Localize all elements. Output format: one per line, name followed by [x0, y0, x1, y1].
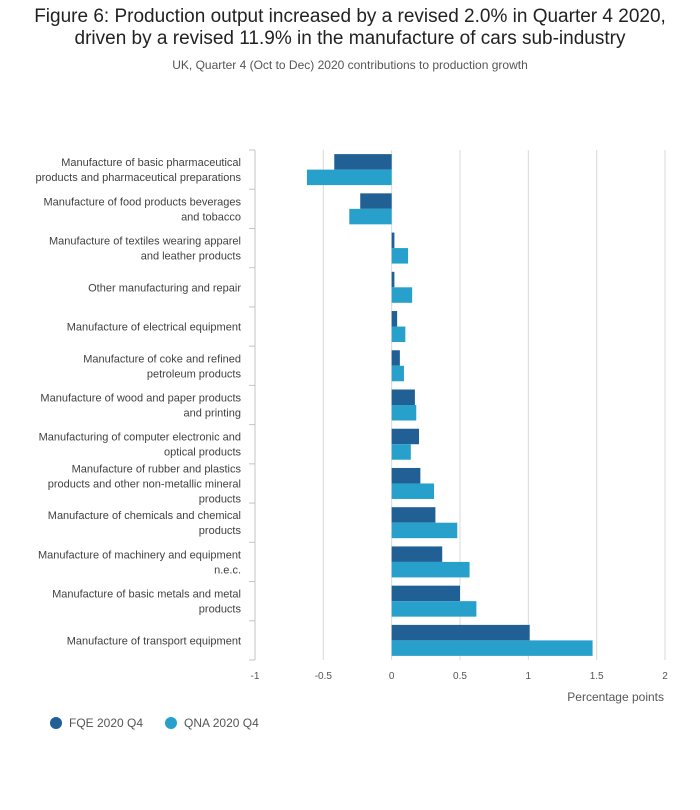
category-label: Manufacture of coke and refined petroleum… [83, 353, 241, 380]
category-label-line: Manufacture of basic metals and metal [52, 589, 241, 601]
category-label-line: Manufacture of machinery and equipment [38, 549, 241, 561]
category-labels: Manufacture of basic pharmaceutical produ… [36, 157, 242, 647]
bar-qna[interactable] [391, 601, 477, 617]
bar-qna[interactable] [391, 248, 409, 264]
chart-title-line-1: Figure 6: Production output increased by… [34, 6, 666, 27]
category-label-line: optical products [164, 447, 242, 459]
bar-qna[interactable] [391, 405, 417, 421]
legend-marker-fqe [50, 717, 62, 729]
category-label: Manufacture of textiles wearing apparel a… [49, 236, 241, 263]
bar-qna[interactable] [391, 444, 411, 460]
bar-qna[interactable] [391, 522, 458, 539]
bar-qna[interactable] [391, 483, 435, 499]
category-label-line: Manufacture of chemicals and chemical [48, 510, 241, 522]
bar-qna[interactable] [349, 208, 392, 225]
category-label-line: Manufacture of rubber and plastics [72, 463, 242, 475]
bar-fqe[interactable] [360, 193, 392, 209]
category-label-line: products [199, 493, 242, 505]
category-label-line: products [199, 604, 242, 616]
category-label: Manufacturing of computer electronic and… [39, 432, 242, 459]
x-tick-label: 0 [389, 671, 395, 682]
x-tick-label: 0.5 [453, 671, 467, 682]
category-label: Manufacture of rubber and plastics produc… [48, 463, 242, 505]
x-tick-label: -1 [251, 671, 260, 682]
bar-fqe[interactable] [391, 232, 395, 249]
category-label: Other manufacturing and repair [88, 282, 241, 294]
bar-fqe[interactable] [391, 389, 415, 406]
category-label: Manufacture of chemicals and chemical pro… [48, 510, 242, 537]
bar-fqe[interactable] [391, 311, 398, 327]
category-label-line: Manufacture of wood and paper products [40, 393, 241, 405]
bar-fqe[interactable] [391, 467, 421, 484]
category-label-line: n.e.c. [214, 564, 241, 576]
x-tick-label: -0.5 [315, 671, 333, 682]
chart-subtitle: UK, Quarter 4 (Oct to Dec) 2020 contribu… [172, 58, 528, 72]
legend: FQE 2020 Q4 QNA 2020 Q4 [50, 716, 281, 730]
bar-fqe[interactable] [391, 350, 400, 366]
category-label-line: Manufacturing of computer electronic and [39, 432, 241, 444]
category-label: Manufacture of wood and paper products an… [40, 393, 241, 420]
category-label: Manufacture of machinery and equipment n.… [38, 549, 241, 576]
bar-qna[interactable] [391, 287, 413, 303]
category-label: Manufacture of food products beverages an… [43, 196, 241, 223]
x-tick-label: 1.5 [590, 671, 604, 682]
bars [306, 154, 593, 656]
category-label-line: Manufacture of basic pharmaceutical [61, 157, 241, 169]
category-label-line: and leather products [141, 251, 242, 263]
bar-qna[interactable] [306, 169, 392, 186]
bar-fqe[interactable] [391, 546, 443, 562]
bar-fqe[interactable] [391, 585, 460, 602]
category-label: Manufacture of electrical equipment [67, 322, 241, 334]
x-tick-label: 1 [526, 671, 532, 682]
category-label-line: Manufacture of electrical equipment [67, 322, 241, 334]
bar-fqe[interactable] [391, 271, 395, 288]
category-label: Manufacture of transport equipment [67, 635, 241, 647]
x-tick-label: 2 [662, 671, 668, 682]
category-label-line: products [199, 525, 242, 537]
grid-lines [322, 150, 666, 660]
bar-qna[interactable] [391, 365, 404, 382]
category-label: Manufacture of basic pharmaceutical produ… [36, 157, 242, 184]
legend-item-fqe[interactable]: FQE 2020 Q4 [50, 716, 143, 730]
category-label-line: and tobacco [181, 211, 241, 223]
legend-label-qna: QNA 2020 Q4 [184, 716, 259, 730]
bar-qna[interactable] [391, 640, 593, 656]
category-label: Manufacture of basic metals and metal pro… [52, 589, 241, 616]
bar-qna[interactable] [391, 561, 470, 578]
bar-fqe[interactable] [391, 507, 436, 523]
x-axis-title: Percentage points [567, 690, 664, 704]
category-label-line: Other manufacturing and repair [88, 282, 241, 294]
bar-fqe[interactable] [391, 624, 530, 641]
category-label-line: and printing [184, 408, 242, 420]
chart-title-line-2: driven by a revised 11.9% in the manufac… [74, 28, 626, 49]
category-label-line: products and pharmaceutical preparations [36, 172, 242, 184]
bar-fqe[interactable] [334, 154, 392, 170]
axes: -1 -0.5 0 0.5 1 1.5 2 [249, 149, 668, 682]
category-label-line: petroleum products [147, 368, 242, 380]
category-label-line: Manufacture of food products beverages [43, 196, 241, 208]
legend-label-fqe: FQE 2020 Q4 [69, 716, 144, 730]
chart-title: Figure 6: Production output increased by… [0, 6, 700, 50]
category-label-line: Manufacture of transport equipment [67, 635, 241, 647]
category-label-line: products and other non-metallic mineral [48, 478, 241, 490]
legend-marker-qna [165, 717, 178, 729]
bar-qna[interactable] [391, 326, 406, 343]
legend-item-qna[interactable]: QNA 2020 Q4 [165, 716, 259, 730]
category-label-line: Manufacture of textiles wearing apparel [49, 236, 241, 248]
category-label-line: Manufacture of coke and refined [83, 353, 241, 365]
bar-fqe[interactable] [391, 428, 419, 445]
